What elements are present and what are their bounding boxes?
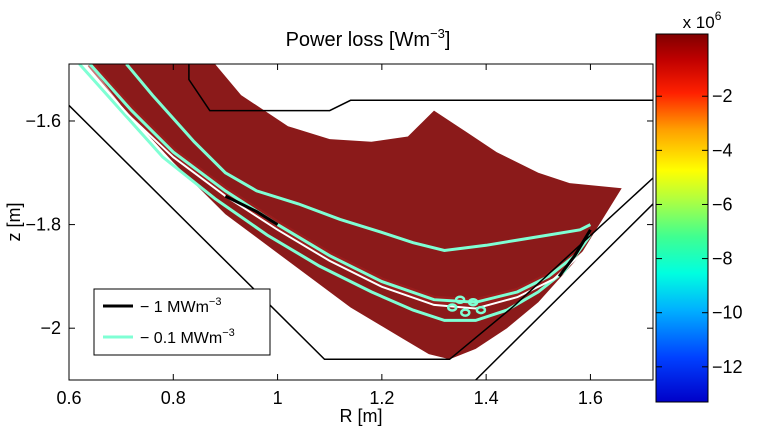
colorbar-tick-label: −2 bbox=[712, 86, 733, 106]
x-tick-label: 1.6 bbox=[578, 388, 603, 408]
legend-label-01mw: − 0.1 MWm−3 bbox=[140, 327, 235, 347]
contour-island bbox=[460, 308, 471, 317]
legend-box bbox=[93, 288, 271, 356]
contour-island bbox=[475, 305, 487, 315]
contour-island bbox=[467, 298, 479, 307]
wall-lower bbox=[69, 104, 653, 361]
colorbar-ticks: −2 −4 −6 −8 −10 −12 bbox=[656, 86, 743, 377]
contour-island bbox=[454, 295, 466, 304]
legend: − 1 MWm−3 − 0.1 MWm−3 bbox=[93, 288, 271, 356]
y-tick-label: −1.6 bbox=[25, 111, 61, 131]
y-tick-label: −2 bbox=[40, 318, 61, 338]
colorbar: x 106 −2 −4 −6 −8 −10 −12 bbox=[655, 9, 743, 403]
contour-island bbox=[447, 303, 458, 312]
colorbar-tick-label: −6 bbox=[712, 194, 733, 214]
contour-01mw-upper bbox=[125, 64, 592, 253]
y-axis-label: z [m] bbox=[4, 203, 24, 242]
x-tick-label: 1.4 bbox=[474, 388, 499, 408]
wall-lower-right bbox=[475, 203, 653, 380]
x-tick-label: 1.2 bbox=[369, 388, 394, 408]
colorbar-scale-label: x 106 bbox=[683, 9, 722, 32]
colorbar-tick-label: −8 bbox=[712, 249, 733, 269]
colorbar-tick-label: −4 bbox=[712, 140, 733, 160]
contour-01mw-lower bbox=[78, 64, 592, 322]
separatrix bbox=[83, 64, 586, 310]
y-tick-label: −1.8 bbox=[25, 215, 61, 235]
x-tick-label: 0.6 bbox=[56, 388, 81, 408]
x-axis: 0.6 0.8 1 1.2 1.4 1.6 bbox=[56, 64, 603, 408]
plot-content bbox=[69, 64, 653, 380]
power-loss-field bbox=[69, 64, 622, 360]
x-axis-label: R [m] bbox=[340, 406, 383, 426]
wall-upper bbox=[188, 64, 653, 112]
colorbar-gradient bbox=[655, 33, 709, 403]
chart-title: Power loss [Wm−3] bbox=[286, 26, 451, 51]
colorbar-tick-label: −12 bbox=[712, 357, 743, 377]
legend-label-1mw: − 1 MWm−3 bbox=[140, 296, 221, 316]
contour-1mw-left bbox=[224, 194, 279, 226]
x-tick-label: 0.8 bbox=[161, 388, 186, 408]
axes-frame bbox=[68, 63, 654, 381]
contour-01mw-mid bbox=[88, 64, 576, 304]
contour-1mw-right bbox=[557, 229, 592, 278]
y-axis: −1.6 −1.8 −2 bbox=[25, 111, 653, 338]
x-tick-label: 1 bbox=[273, 388, 283, 408]
colorbar-tick-label: −10 bbox=[712, 303, 743, 323]
